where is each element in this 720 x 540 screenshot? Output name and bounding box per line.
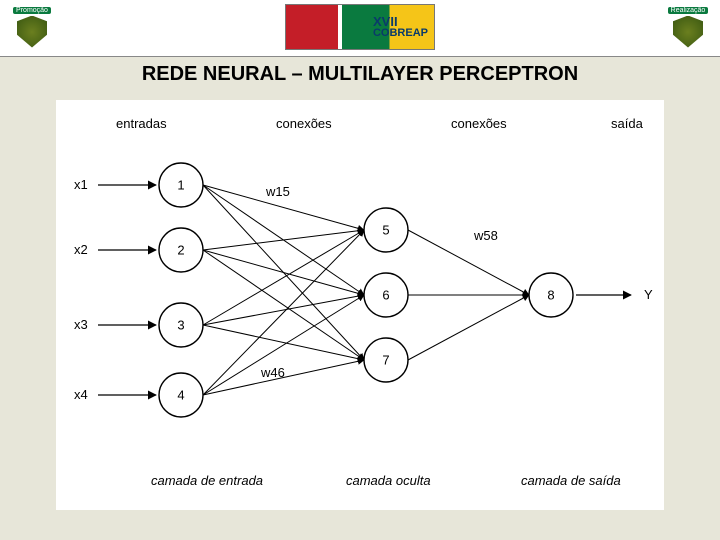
- svg-text:w15: w15: [265, 184, 290, 199]
- svg-text:2: 2: [177, 243, 184, 258]
- svg-text:7: 7: [382, 353, 389, 368]
- diagram-board: entradas conexões conexões saída camada de e…: [56, 100, 664, 510]
- logo-line2: COBREAP: [373, 28, 428, 39]
- event-logo: XVII COBREAP: [285, 4, 435, 50]
- svg-text:conexões: conexões: [451, 116, 507, 131]
- svg-text:x1: x1: [74, 177, 88, 192]
- svg-text:camada oculta: camada oculta: [346, 473, 431, 488]
- svg-text:8: 8: [547, 288, 554, 303]
- svg-text:saída: saída: [611, 116, 644, 131]
- svg-text:6: 6: [382, 288, 389, 303]
- svg-text:entradas: entradas: [116, 116, 167, 131]
- network-diagram: entradas conexões conexões saída camada de e…: [56, 100, 664, 510]
- realization-tag: Realização: [668, 7, 709, 14]
- svg-text:1: 1: [177, 178, 184, 193]
- promo-badge-right: Realização: [662, 4, 714, 50]
- svg-text:conexões: conexões: [276, 116, 332, 131]
- shield-icon: [17, 16, 47, 48]
- svg-text:Y: Y: [644, 287, 653, 302]
- svg-text:4: 4: [177, 388, 184, 403]
- svg-text:x3: x3: [74, 317, 88, 332]
- svg-text:x2: x2: [74, 242, 88, 257]
- svg-text:x4: x4: [74, 387, 88, 402]
- shield-icon: [673, 16, 703, 48]
- svg-text:camada de entrada: camada de entrada: [151, 473, 263, 488]
- promo-tag: Promoção: [13, 7, 51, 14]
- svg-text:w58: w58: [473, 228, 498, 243]
- promo-badge-left: Promoção: [6, 4, 58, 50]
- svg-text:3: 3: [177, 318, 184, 333]
- svg-text:camada de saída: camada de saída: [521, 473, 621, 488]
- header-bar: Promoção XVII COBREAP Realização: [0, 0, 720, 57]
- svg-text:w46: w46: [260, 365, 285, 380]
- svg-text:5: 5: [382, 223, 389, 238]
- page-title: REDE NEURAL – MULTILAYER PERCEPTRON: [0, 63, 720, 86]
